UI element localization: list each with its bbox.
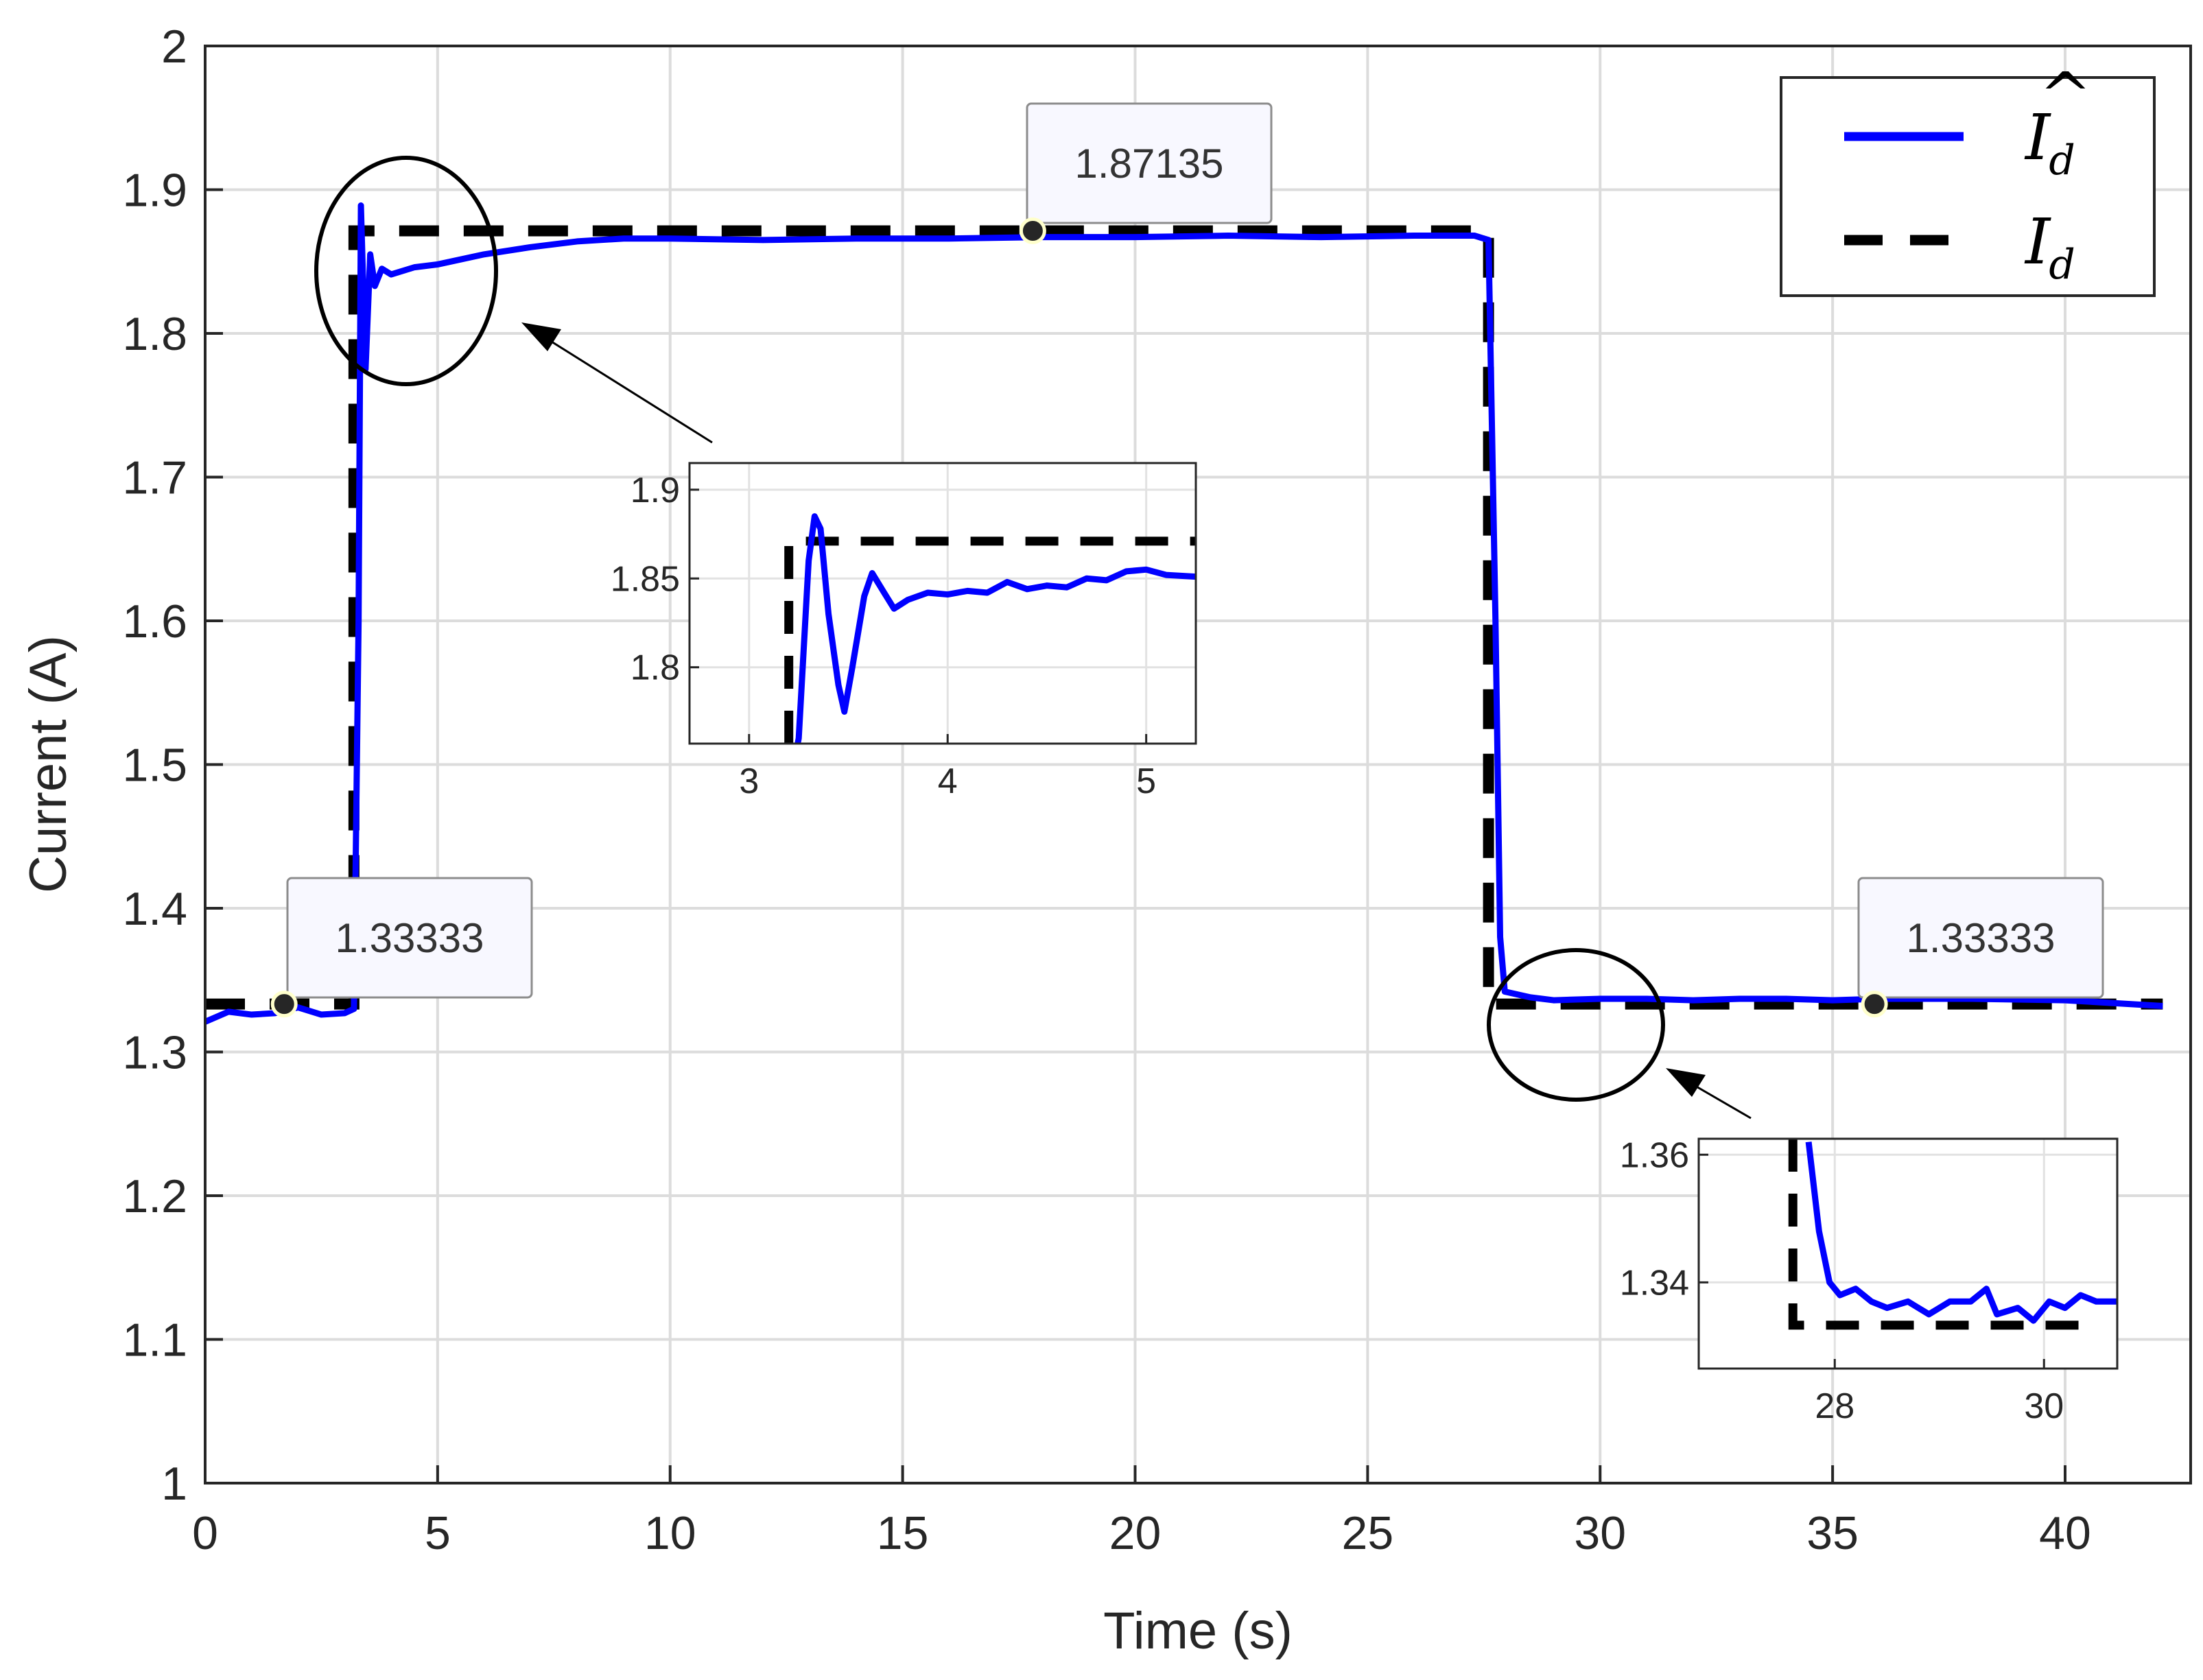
x-tick-label: 30 — [1574, 1507, 1626, 1559]
x-tick-label: 0 — [192, 1507, 218, 1559]
x-tick-label: 25 — [1342, 1507, 1394, 1559]
inset-plot-area — [1699, 1139, 2117, 1369]
inset-y-tick-label: 1.34 — [1620, 1263, 1689, 1303]
y-tick-label: 1.8 — [122, 308, 187, 360]
y-tick-label: 1.2 — [122, 1170, 187, 1222]
inset-y-tick-label: 1.85 — [611, 559, 680, 599]
y-tick-label: 1.6 — [122, 595, 187, 648]
inset-x-tick-label: 5 — [1136, 761, 1156, 801]
legend-reference-subscript: d — [2049, 241, 2075, 289]
datatip-label: 1.87135 — [1075, 141, 1224, 187]
x-tick-label: 40 — [2039, 1507, 2091, 1559]
y-tick-label: 1 — [161, 1458, 187, 1510]
inset-x-tick-label: 3 — [739, 761, 759, 801]
x-tick-label: 35 — [1806, 1507, 1859, 1559]
datatip-marker — [1021, 220, 1044, 243]
inset-y-tick-label: 1.36 — [1620, 1135, 1689, 1175]
y-axis-label: Current (A) — [19, 635, 78, 893]
inset-y-tick-label: 1.9 — [631, 471, 680, 510]
inset-x-tick-label: 4 — [938, 761, 958, 801]
inset-x-tick-label: 30 — [2024, 1386, 2064, 1426]
inset-x-tick-label: 28 — [1815, 1386, 1854, 1426]
x-axis-label: Time (s) — [1103, 1602, 1293, 1660]
datatip-marker — [272, 993, 296, 1016]
y-tick-label: 1.5 — [122, 740, 187, 792]
y-tick-label: 1.7 — [122, 452, 187, 504]
x-tick-label: 5 — [425, 1507, 451, 1559]
x-tick-label: 20 — [1109, 1507, 1162, 1559]
legend-box — [1781, 78, 2154, 296]
chart: 0 5 10 15 20 25 30 35 4011.11.21.31.41.51.61.71.… — [0, 0, 2203, 1680]
datatip-label: 1.33333 — [335, 915, 484, 961]
inset-y-tick-label: 1.8 — [631, 648, 680, 688]
y-tick-label: 1.1 — [122, 1314, 187, 1367]
y-tick-label: 1.3 — [122, 1027, 187, 1079]
legend-estimated-subscript: d — [2049, 137, 2075, 185]
legend-hat-estimated: ^ — [2039, 59, 2092, 132]
y-tick-label: 1.4 — [122, 883, 187, 935]
datatip-label: 1.33333 — [1907, 915, 2055, 961]
inset-plot-area — [690, 463, 1196, 744]
x-tick-label: 10 — [644, 1507, 696, 1559]
x-tick-label: 15 — [877, 1507, 929, 1559]
datatip-marker — [1863, 993, 1886, 1016]
y-tick-label: 2 — [161, 21, 187, 73]
y-tick-label: 1.9 — [122, 165, 187, 217]
legend: Id ^ Id — [1781, 59, 2154, 296]
legend-reference-symbol: I — [2024, 205, 2051, 279]
